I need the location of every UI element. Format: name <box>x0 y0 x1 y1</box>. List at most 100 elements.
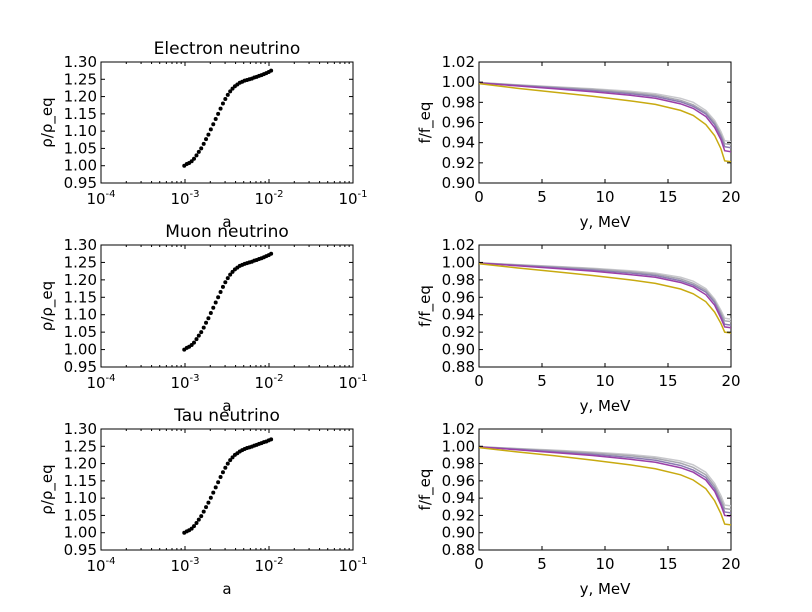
data-point <box>269 251 274 256</box>
y-tick-label: 1.02 <box>442 236 475 254</box>
data-point <box>194 337 199 342</box>
y-tick-label: 0.96 <box>442 472 475 490</box>
series-line-5 <box>479 262 731 334</box>
data-point <box>211 305 216 310</box>
subplot-5: 0.951.001.051.101.151.201.251.30 10-4 10-3… <box>38 406 368 598</box>
y-tick-label: 1.20 <box>64 271 97 289</box>
data-point <box>269 437 274 442</box>
subplot-title: Tau neutrino <box>173 406 280 426</box>
y-tick-label: 0.92 <box>442 323 475 341</box>
data-point <box>204 320 209 325</box>
y-tick-label: 0.98 <box>442 271 475 289</box>
y-tick-label: 0.92 <box>442 154 475 172</box>
y-tick-label: 1.25 <box>64 253 97 271</box>
y-tick-label: 1.05 <box>64 139 97 157</box>
data-point <box>194 153 199 158</box>
data-layer <box>479 445 731 526</box>
x-tick-label: 10 <box>595 372 614 390</box>
series-line-2 <box>479 445 731 511</box>
x-tick-label: 15 <box>658 188 677 206</box>
data-layer <box>182 437 274 535</box>
y-axis-label: ρ/ρ_eq <box>38 464 57 514</box>
data-point <box>220 101 225 106</box>
series-line-4 <box>479 446 731 518</box>
x-axis-label: a <box>222 213 231 231</box>
y-tick-label: 1.00 <box>64 341 97 359</box>
data-point <box>199 330 204 335</box>
x-axis-label: y, MeV <box>580 580 632 598</box>
y-tick-label: 0.90 <box>442 341 475 359</box>
series-line-4 <box>479 82 731 153</box>
x-tick-label: 10-2 <box>254 556 283 575</box>
data-point <box>213 117 218 122</box>
data-point <box>269 68 274 73</box>
y-axis-label: f/f_eq <box>416 102 435 144</box>
y-tick-label: 1.05 <box>64 506 97 524</box>
y-tick-label: 0.90 <box>442 524 475 542</box>
data-point <box>194 521 199 526</box>
axes-frame <box>478 61 732 184</box>
data-point <box>225 92 230 97</box>
y-tick-label: 1.00 <box>442 437 475 455</box>
x-tick-label: 10-4 <box>86 189 115 208</box>
data-point <box>216 295 221 300</box>
y-tick-label: 1.00 <box>442 253 475 271</box>
y-tick-label: 1.25 <box>64 437 97 455</box>
data-point <box>199 514 204 519</box>
y-tick-label: 0.95 <box>64 358 97 376</box>
data-point <box>204 505 209 510</box>
series-line-4 <box>479 262 731 329</box>
y-tick-label: 0.95 <box>64 174 97 192</box>
data-point <box>206 316 211 321</box>
x-tick-label: 10-1 <box>338 556 367 575</box>
subplot-2: 0.90 0.92 0.94 0.96 0.98 1.00 1.02 0 5 10 15 20 y, M… <box>416 53 741 231</box>
y-tick-label: 0.90 <box>442 174 475 192</box>
y-tick-label: 1.02 <box>442 420 475 438</box>
subplot-3: 0.951.001.051.101.151.201.251.30 10-4 10-3… <box>38 222 368 415</box>
x-tick-label: 10 <box>595 188 614 206</box>
data-point <box>192 156 197 161</box>
data-point <box>225 461 230 466</box>
axes-frame <box>100 61 354 184</box>
data-point <box>206 500 211 505</box>
x-tick-label: 20 <box>721 188 740 206</box>
data-point <box>201 325 206 330</box>
y-axis-label: ρ/ρ_eq <box>38 281 57 331</box>
y-tick-label: 1.30 <box>64 53 97 71</box>
series-line-3 <box>479 82 731 149</box>
x-tick-label: 10-1 <box>338 189 367 208</box>
x-tick-label: 10-2 <box>254 373 283 392</box>
data-point <box>220 470 225 475</box>
data-point <box>192 524 197 529</box>
data-point <box>213 300 218 305</box>
x-tick-label: 5 <box>537 555 547 573</box>
data-point <box>211 122 216 127</box>
y-tick-label: 0.88 <box>442 358 475 376</box>
y-tick-label: 1.15 <box>64 288 97 306</box>
y-tick-label: 0.95 <box>64 541 97 559</box>
y-tick-label: 1.20 <box>64 455 97 473</box>
y-tick-label: 1.10 <box>64 306 97 324</box>
x-tick-label: 10-4 <box>86 373 115 392</box>
y-tick-label: 1.00 <box>442 73 475 91</box>
axes-frame <box>100 428 354 551</box>
data-point <box>196 149 201 154</box>
y-tick-label: 0.94 <box>442 489 475 507</box>
data-point <box>208 310 213 315</box>
data-point <box>204 137 209 142</box>
y-tick-label: 1.10 <box>64 489 97 507</box>
x-tick-label: 0 <box>474 188 484 206</box>
axes-frame <box>478 428 732 551</box>
data-point <box>223 465 228 470</box>
data-point <box>223 280 228 285</box>
data-point <box>228 89 233 94</box>
x-tick-label: 15 <box>658 555 677 573</box>
data-point <box>218 106 223 111</box>
x-tick-label: 5 <box>537 188 547 206</box>
y-tick-label: 1.15 <box>64 472 97 490</box>
x-tick-label: 5 <box>537 372 547 390</box>
data-point <box>228 272 233 277</box>
y-tick-label: 0.88 <box>442 541 475 559</box>
series-line-2 <box>479 262 731 323</box>
y-tick-label: 0.98 <box>442 93 475 111</box>
